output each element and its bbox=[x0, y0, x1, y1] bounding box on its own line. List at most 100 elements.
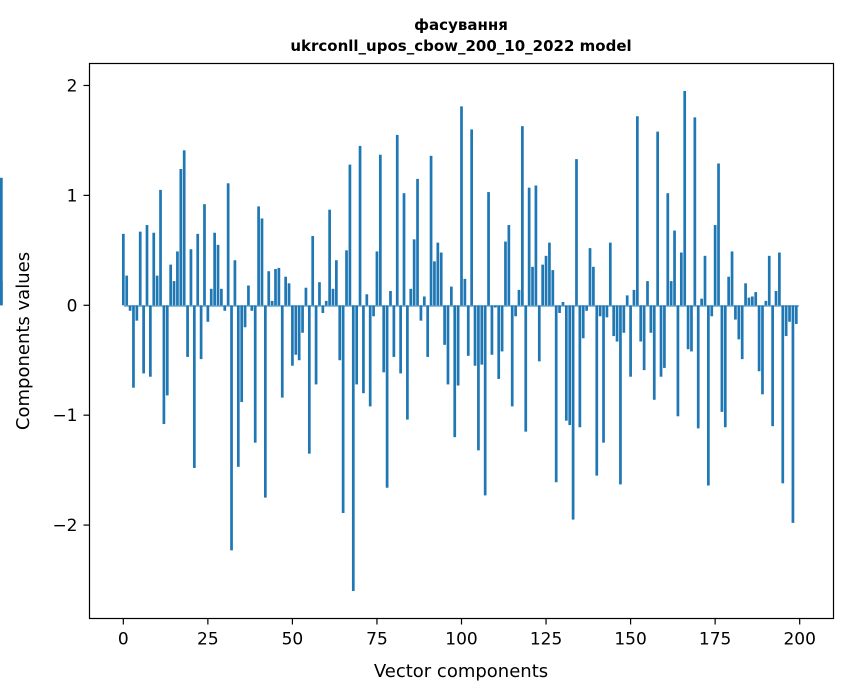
bar-82 bbox=[399, 305, 402, 374]
bar-136 bbox=[581, 305, 585, 339]
bar-21 bbox=[192, 305, 196, 468]
bar-76 bbox=[378, 154, 382, 306]
bar-176 bbox=[717, 163, 720, 306]
bar-92 bbox=[433, 261, 436, 306]
bar-140 bbox=[595, 305, 599, 476]
bar-89 bbox=[422, 296, 426, 306]
bar-137 bbox=[585, 305, 588, 311]
bar-33 bbox=[233, 260, 237, 306]
bar-175 bbox=[713, 225, 717, 306]
bar-67 bbox=[348, 164, 352, 306]
x-tick-label: 100 bbox=[445, 630, 477, 650]
bar-105 bbox=[477, 305, 480, 451]
bar-102 bbox=[466, 305, 470, 356]
bar-32 bbox=[230, 305, 233, 551]
y-axis-label: Components values bbox=[13, 252, 34, 430]
bar-28 bbox=[216, 244, 220, 306]
bar-11 bbox=[159, 189, 162, 306]
bar-147 bbox=[619, 305, 622, 485]
bar-29 bbox=[220, 288, 223, 306]
bar-42 bbox=[264, 305, 267, 498]
bar-138 bbox=[588, 248, 592, 306]
bar-47 bbox=[280, 305, 284, 398]
bar-122 bbox=[534, 185, 538, 306]
bar-141 bbox=[598, 305, 602, 317]
bar-150 bbox=[629, 305, 632, 377]
bar-135 bbox=[578, 305, 582, 428]
bar-191 bbox=[767, 255, 771, 306]
bar-124 bbox=[541, 264, 545, 306]
bar-8 bbox=[149, 305, 152, 377]
bar-159 bbox=[659, 305, 663, 377]
bar-143 bbox=[605, 305, 609, 318]
x-axis-label: Vector components bbox=[374, 661, 548, 682]
bar-131 bbox=[564, 305, 568, 421]
bar-18 bbox=[182, 150, 186, 306]
bar-181 bbox=[734, 305, 737, 320]
bar-145 bbox=[612, 305, 616, 337]
bar-139 bbox=[592, 266, 595, 306]
bar-undefined bbox=[0, 177, 3, 306]
bar-13 bbox=[165, 305, 169, 396]
bar-168 bbox=[690, 305, 693, 352]
bar-63 bbox=[335, 260, 338, 306]
bar-77 bbox=[382, 305, 386, 373]
chart-title: фасування bbox=[414, 16, 508, 34]
x-axis: 0 25 50 75 100 125 150 175 200 bbox=[118, 618, 816, 650]
bar-114 bbox=[507, 225, 511, 306]
bar-62 bbox=[331, 288, 335, 306]
bar-37 bbox=[247, 285, 250, 306]
bar-95 bbox=[443, 305, 446, 345]
bar-0 bbox=[121, 233, 125, 306]
bar-169 bbox=[693, 117, 697, 306]
bar-163 bbox=[673, 230, 676, 306]
bar-129 bbox=[558, 305, 561, 313]
bar-101 bbox=[463, 278, 467, 306]
bar-197 bbox=[788, 305, 791, 322]
y-axis: −2 −1 0 1 2 bbox=[52, 76, 90, 536]
bar-104 bbox=[473, 305, 477, 366]
bar-115 bbox=[510, 305, 514, 407]
x-tick-label: 175 bbox=[699, 630, 731, 650]
bar-94 bbox=[439, 252, 443, 306]
bar-44 bbox=[270, 300, 274, 306]
x-tick-label: 150 bbox=[614, 630, 646, 650]
bar-87 bbox=[416, 178, 419, 306]
bar-45 bbox=[274, 269, 277, 306]
bar-155 bbox=[646, 281, 649, 306]
bar-162 bbox=[669, 281, 673, 306]
bar-134 bbox=[575, 159, 578, 306]
bar-120 bbox=[527, 187, 531, 306]
bar-48 bbox=[284, 276, 287, 306]
bar-93 bbox=[436, 242, 440, 306]
bar-185 bbox=[747, 297, 751, 306]
bar-123 bbox=[537, 305, 541, 362]
bar-195 bbox=[781, 305, 785, 484]
bar-97 bbox=[450, 286, 453, 306]
bar-23 bbox=[199, 305, 203, 360]
y-tick-label: −2 bbox=[52, 516, 77, 536]
bar-14 bbox=[169, 264, 173, 306]
bar-161 bbox=[666, 193, 670, 306]
bar-180 bbox=[730, 251, 734, 306]
bar-133 bbox=[571, 305, 575, 520]
bar-60 bbox=[324, 300, 328, 306]
bar-34 bbox=[236, 305, 240, 467]
bar-170 bbox=[696, 305, 700, 429]
bar-193 bbox=[774, 291, 778, 306]
bar-68 bbox=[351, 305, 355, 592]
bar-99 bbox=[456, 305, 460, 386]
bar-182 bbox=[737, 305, 741, 340]
bar-132 bbox=[568, 305, 572, 426]
bar-53 bbox=[301, 305, 304, 333]
bar-196 bbox=[784, 305, 788, 337]
bar-173 bbox=[707, 305, 710, 486]
bar-85 bbox=[409, 288, 413, 306]
bar-38 bbox=[250, 305, 254, 311]
bar-142 bbox=[602, 305, 605, 443]
bar-54 bbox=[304, 287, 308, 306]
bars-group bbox=[0, 90, 798, 592]
bar-20 bbox=[189, 249, 193, 306]
bar-52 bbox=[297, 305, 301, 361]
bar-51 bbox=[294, 305, 298, 355]
